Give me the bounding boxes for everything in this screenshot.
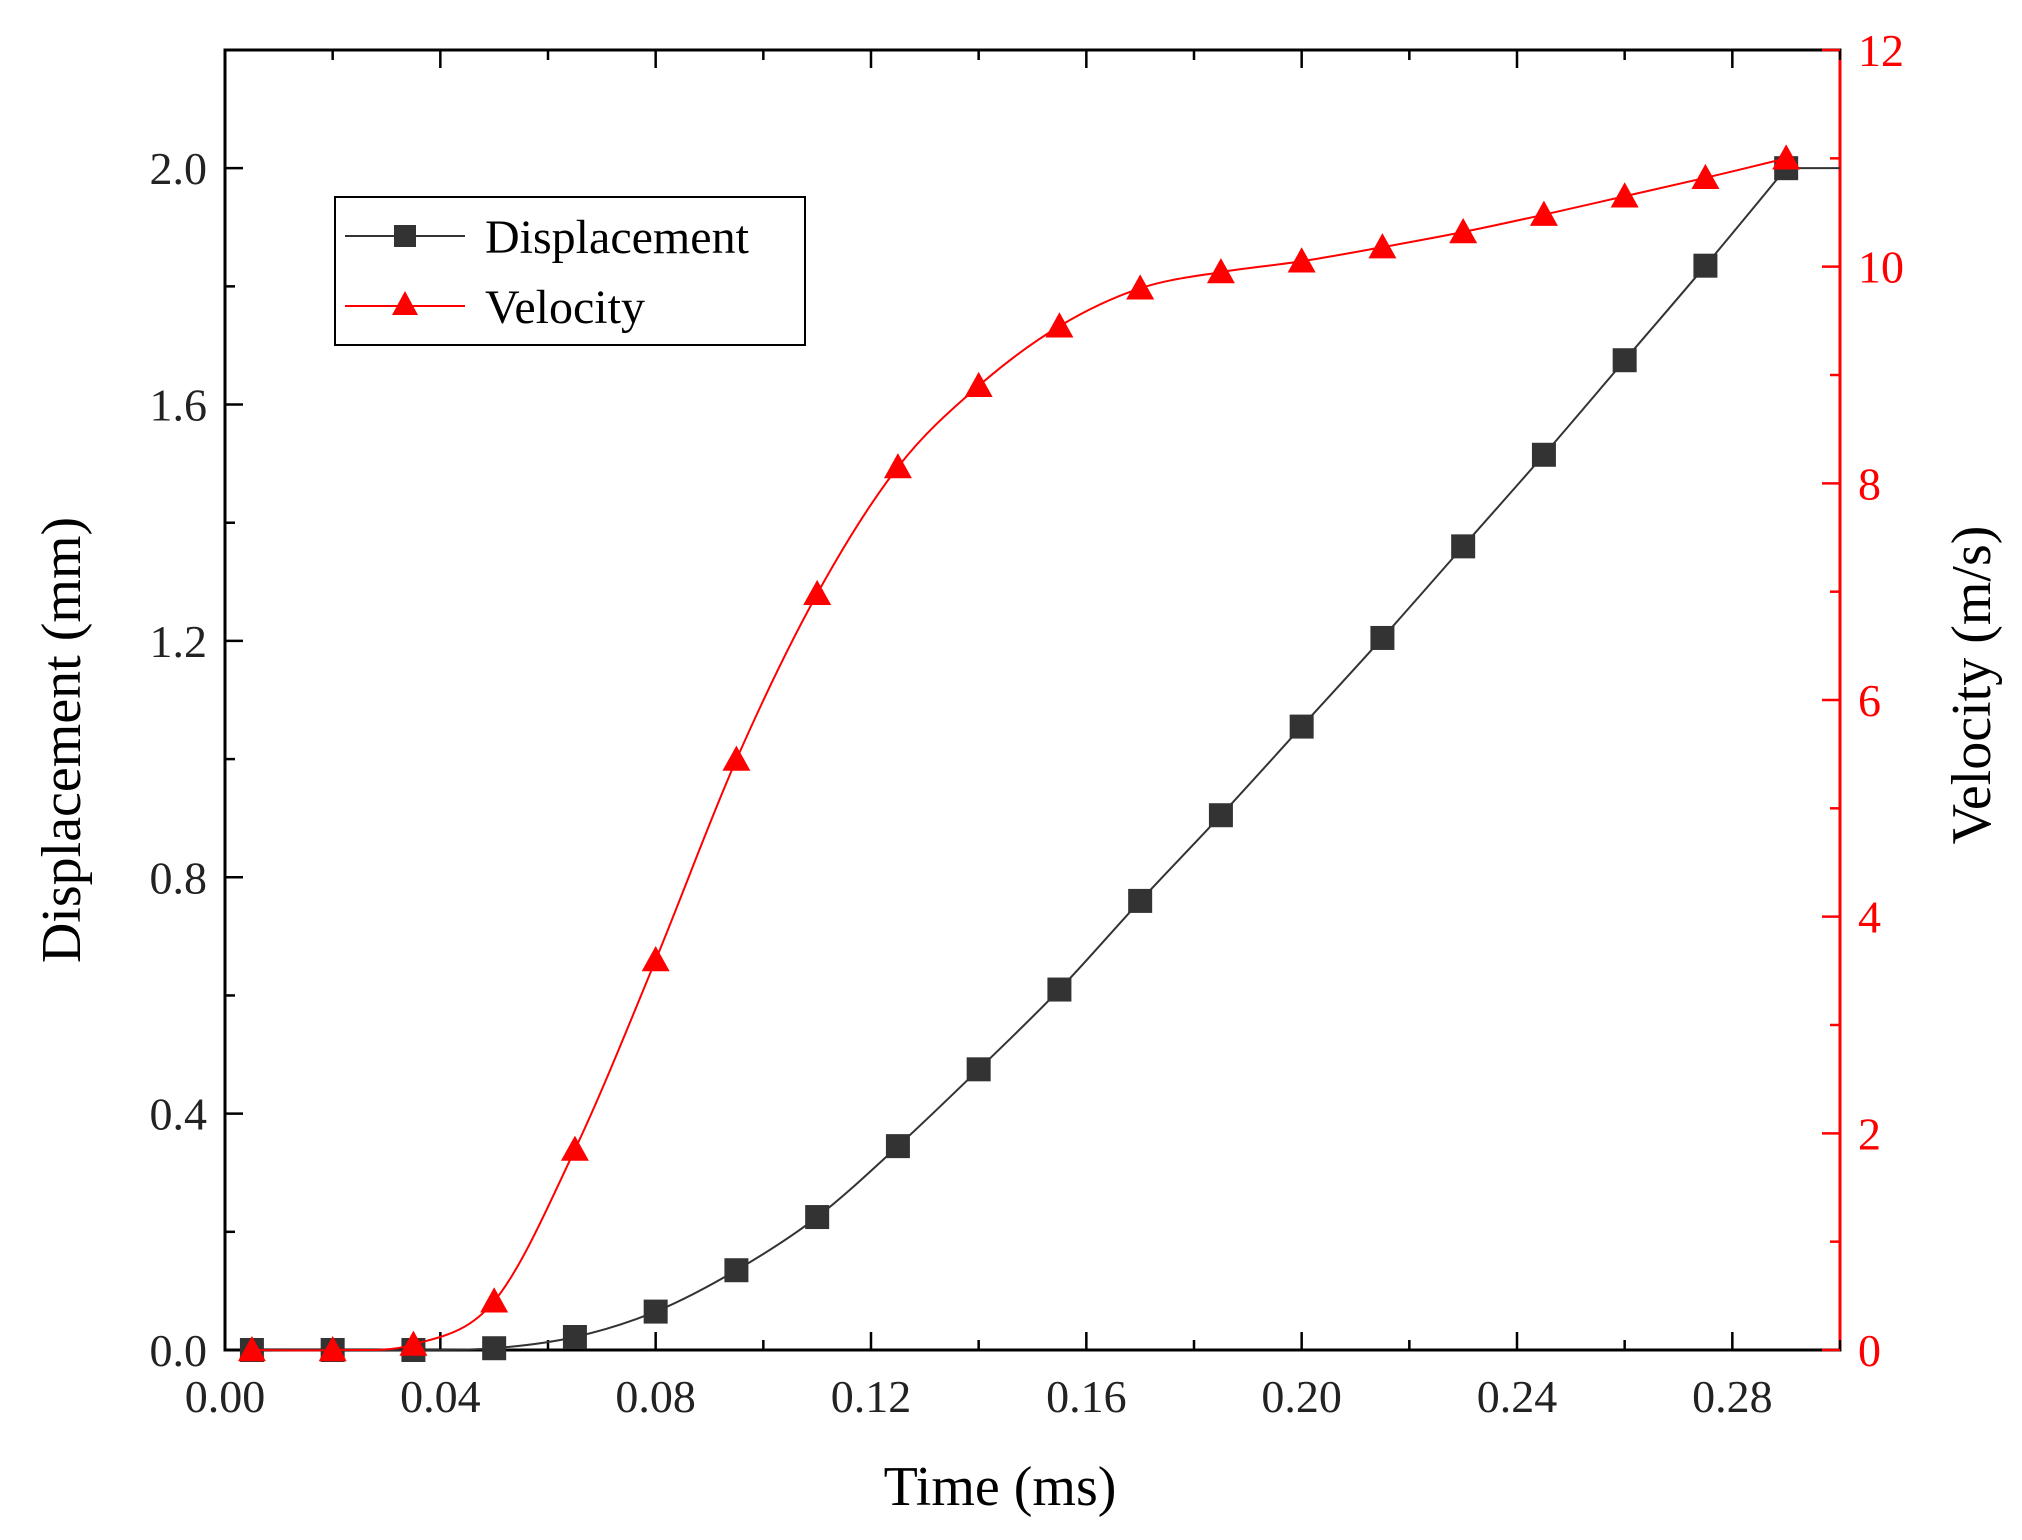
displacement-point <box>1128 888 1153 913</box>
legend-velocity-label: Velocity <box>485 281 645 334</box>
velocity-point <box>722 745 751 771</box>
displacement-point <box>1289 714 1314 739</box>
y-right-tick-label: 6 <box>1858 675 1881 726</box>
velocity-line <box>251 157 1787 1352</box>
series-layer <box>237 144 1840 1362</box>
y-left-tick-label: 1.6 <box>150 380 208 431</box>
y-left-tick-label: 0.8 <box>150 852 208 903</box>
velocity-point <box>1206 258 1235 284</box>
velocity-point <box>803 579 832 606</box>
legend-velocity-marker <box>392 291 418 315</box>
velocity-point <box>560 1135 589 1161</box>
velocity-point <box>1368 233 1397 259</box>
velocity-point <box>883 453 912 479</box>
velocity-point <box>1691 163 1720 190</box>
y-right-tick-label: 2 <box>1858 1108 1881 1159</box>
y-right-tick-label: 4 <box>1858 892 1881 943</box>
legend-box <box>334 196 806 346</box>
x-tick-label: 0.12 <box>831 1371 912 1422</box>
velocity-point <box>1126 274 1155 300</box>
x-axis-title: Time (ms) <box>884 1456 1117 1518</box>
displacement-point <box>1208 803 1233 828</box>
x-tick-label: 0.20 <box>1261 1371 1342 1422</box>
velocity-point <box>480 1287 509 1313</box>
displacement-point <box>643 1299 668 1324</box>
legend-displacement-label: Displacement <box>485 211 750 264</box>
y-right-tick-label: 8 <box>1858 458 1881 509</box>
y-right-tick-labels: 0 2 4 6 8 10 12 <box>1858 25 1904 1376</box>
y-right-tick-label: 10 <box>1858 242 1904 293</box>
velocity-point <box>1287 247 1316 273</box>
displacement-point <box>1693 253 1718 278</box>
legend-displacement-marker <box>394 225 416 247</box>
y-left-tick-label: 0.4 <box>150 1089 208 1140</box>
velocity-point <box>1772 144 1801 170</box>
x-tick-label: 0.24 <box>1477 1371 1558 1422</box>
displacement-point <box>1047 977 1072 1002</box>
legend: Displacement Velocity <box>334 196 806 346</box>
x-tick-labels: 0.00 0.04 0.08 0.12 0.16 0.20 0.24 0.28 <box>185 1371 1773 1422</box>
x-tick-label: 0.00 <box>185 1371 266 1422</box>
x-tick-label: 0.04 <box>400 1371 481 1422</box>
displacement-point <box>724 1258 749 1283</box>
y-left-tick-label: 1.2 <box>150 616 208 667</box>
displacement-point <box>805 1205 830 1230</box>
velocity-point <box>1529 200 1558 226</box>
displacement-point <box>1370 625 1395 650</box>
displacement-point <box>1451 534 1476 559</box>
velocity-point <box>1449 218 1478 244</box>
y-left-tick-labels: 0.0 0.4 0.8 1.2 1.6 2.0 <box>150 143 208 1376</box>
y-left-axis-title: Displacement (mm) <box>31 517 93 963</box>
velocity-point <box>237 1336 266 1362</box>
displacement-point <box>562 1325 587 1349</box>
x-tick-label: 0.16 <box>1046 1371 1127 1422</box>
velocity-point <box>1610 182 1639 208</box>
x-tick-label: 0.28 <box>1692 1371 1773 1422</box>
velocity-point <box>1045 312 1074 338</box>
displacement-point <box>885 1134 910 1159</box>
x-tick-label: 0.08 <box>615 1371 696 1422</box>
displacement-point <box>482 1336 507 1361</box>
y-right-axis-title: Velocity (m/s) <box>1941 526 2003 845</box>
velocity-point <box>641 946 670 972</box>
displacement-point <box>1531 442 1556 467</box>
y-right-tick-label: 12 <box>1858 25 1904 76</box>
velocity-point <box>399 1330 428 1356</box>
velocity-point <box>318 1336 347 1362</box>
displacement-point <box>966 1057 991 1082</box>
y-left-tick-label: 2.0 <box>150 143 208 194</box>
y-right-tick-label: 0 <box>1858 1325 1881 1376</box>
velocity-point <box>964 371 993 398</box>
y-left-tick-label: 0.0 <box>150 1325 208 1376</box>
displacement-point <box>1612 348 1637 373</box>
